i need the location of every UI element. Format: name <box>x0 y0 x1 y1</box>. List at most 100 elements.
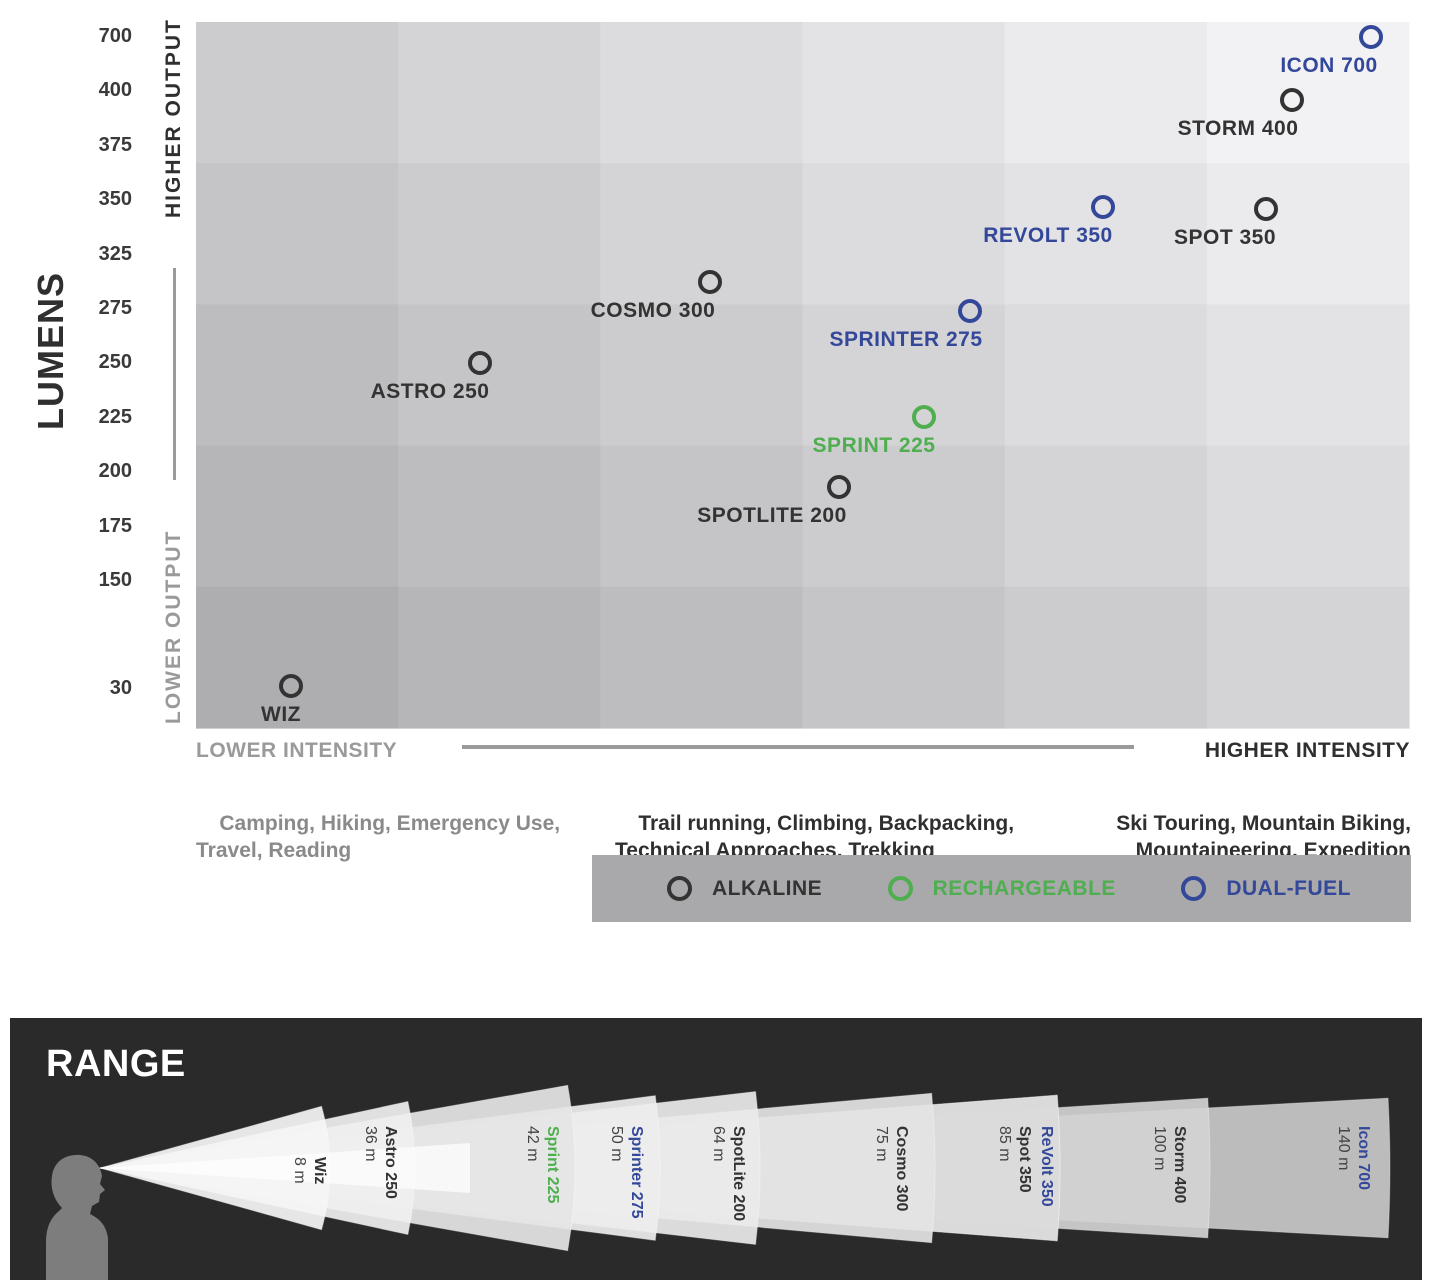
grid-cell <box>1004 163 1208 305</box>
data-point-label: SPRINTER 275 <box>829 328 983 351</box>
grid-cell <box>398 445 601 588</box>
grid-cell <box>1004 445 1208 588</box>
data-point-label: COSMO 300 <box>590 298 716 322</box>
beam-diagram <box>46 1084 1391 1280</box>
data-point-label: WIZ <box>261 703 301 726</box>
beam-label: Storm 400 100 m <box>1149 1126 1189 1203</box>
beam-range: 50 m <box>608 1126 625 1162</box>
legend: ALKALINE RECHARGEABLE DUAL-FUEL <box>592 855 1411 922</box>
beam-name: Astro 250 <box>382 1126 399 1199</box>
legend-alkaline: ALKALINE <box>667 876 822 901</box>
y-tick-label: 200 <box>98 460 132 483</box>
y-tick-label: 250 <box>98 351 132 374</box>
x-axis-high-label: HIGHER INTENSITY <box>1204 739 1410 762</box>
grid-cell <box>196 163 399 305</box>
grid-cell <box>802 163 1006 305</box>
beam-label: Sprinter 275 50 m <box>606 1126 646 1218</box>
y-tick-label: 350 <box>98 188 132 211</box>
alkaline-marker-icon <box>667 876 692 901</box>
beam-range: 85 m <box>996 1126 1013 1162</box>
lower-output-label: LOWER OUTPUT <box>162 529 185 724</box>
data-point-label: ASTRO 250 <box>370 380 490 404</box>
beam-name: Storm 400 <box>1171 1126 1188 1204</box>
data-point-marker <box>1359 25 1383 49</box>
beam-label: Spot 350 85 m <box>994 1126 1034 1193</box>
legend-alkaline-label: ALKALINE <box>712 876 823 900</box>
use-case-low: Camping, Hiking, Emergency Use, Travel, … <box>196 783 560 891</box>
y-tick-label: 175 <box>98 514 132 537</box>
grid-cell <box>600 22 804 164</box>
y-tick-label: 700 <box>98 25 132 47</box>
beam-range: 8 m <box>291 1157 308 1184</box>
legend-rechargeable-label: RECHARGEABLE <box>932 876 1116 900</box>
grid-cell <box>1206 304 1410 447</box>
person-head-icon <box>46 1154 108 1280</box>
beam-label: Icon 700 140 m <box>1333 1126 1373 1190</box>
grid-cell <box>398 304 601 447</box>
grid-cell <box>1206 445 1410 588</box>
beam-name: Spot 350 <box>1016 1126 1033 1193</box>
y-tick-label: 275 <box>98 297 132 319</box>
data-point-marker <box>698 269 722 294</box>
grid-cell <box>802 586 1006 729</box>
grid-cell <box>600 445 804 588</box>
data-point-label: STORM 400 <box>1177 117 1299 141</box>
data-point-marker <box>912 404 936 429</box>
beam-name: Icon 700 <box>1355 1126 1372 1191</box>
dual-fuel-marker-icon <box>1181 876 1207 901</box>
intensity-grid <box>196 22 1410 729</box>
legend-rechargeable: RECHARGEABLE <box>887 876 1116 901</box>
y-tick-label: 400 <box>98 79 132 102</box>
y-tick-label: 150 <box>98 569 132 591</box>
grid-cell <box>1206 586 1410 729</box>
beam-name: Sprinter 275 <box>628 1126 645 1219</box>
use-case-low-text: Camping, Hiking, Emergency Use, Travel, … <box>196 812 561 862</box>
y-tick-label: 225 <box>98 405 132 428</box>
beam-name: Cosmo 300 <box>893 1126 910 1212</box>
intensity-divider <box>462 745 1134 749</box>
data-point-label: SPRINT 225 <box>812 433 936 457</box>
beam-label: Sprint 225 42 m <box>522 1126 562 1203</box>
grid-cell <box>600 304 804 447</box>
beam-name: Wiz <box>311 1157 328 1185</box>
beam-name: SpotLite 200 <box>730 1126 747 1222</box>
grid-cell <box>196 22 399 164</box>
higher-output-label: HIGHER OUTPUT <box>162 18 185 218</box>
data-point-marker <box>1254 197 1278 222</box>
beam-range: 36 m <box>362 1126 379 1162</box>
grid-cell <box>1206 163 1410 305</box>
data-point-marker <box>1280 88 1304 113</box>
beam-range: 140 m <box>1335 1126 1352 1171</box>
data-point-marker <box>468 351 492 376</box>
y-tick-label: 30 <box>109 677 132 699</box>
grid-cell <box>398 163 601 305</box>
data-point-marker <box>1091 195 1115 220</box>
beam-label: SpotLite 200 64 m <box>708 1126 748 1221</box>
beam-label: Cosmo 300 75 m <box>871 1126 911 1211</box>
x-axis-low-label: LOWER INTENSITY <box>196 739 398 762</box>
grid-cell <box>196 304 399 447</box>
data-point-label: SPOTLITE 200 <box>697 504 847 528</box>
data-point-marker <box>279 674 303 698</box>
data-point-marker <box>827 475 851 500</box>
beam-range: 64 m <box>710 1126 727 1162</box>
grid-cell <box>600 586 804 729</box>
beam-name: Sprint 225 <box>544 1126 561 1204</box>
grid-cell <box>1004 22 1208 164</box>
y-tick-label: 325 <box>98 242 132 265</box>
beam-range: 75 m <box>873 1126 890 1162</box>
data-point-label: SPOT 350 <box>1173 226 1277 250</box>
grid-cell <box>196 586 399 729</box>
beam-range: 100 m <box>1151 1126 1168 1171</box>
grid-cell <box>802 445 1006 588</box>
grid-cell <box>1004 304 1208 447</box>
grid-cell <box>398 586 601 729</box>
legend-dual-fuel-label: DUAL-FUEL <box>1226 876 1351 900</box>
y-tick-label: 375 <box>98 133 132 156</box>
data-point-marker <box>958 299 982 323</box>
beam-core <box>100 1143 470 1193</box>
grid-cell <box>196 445 399 588</box>
grid-cell <box>1004 586 1208 729</box>
beam-name: ReVolt 350 <box>1038 1126 1055 1207</box>
